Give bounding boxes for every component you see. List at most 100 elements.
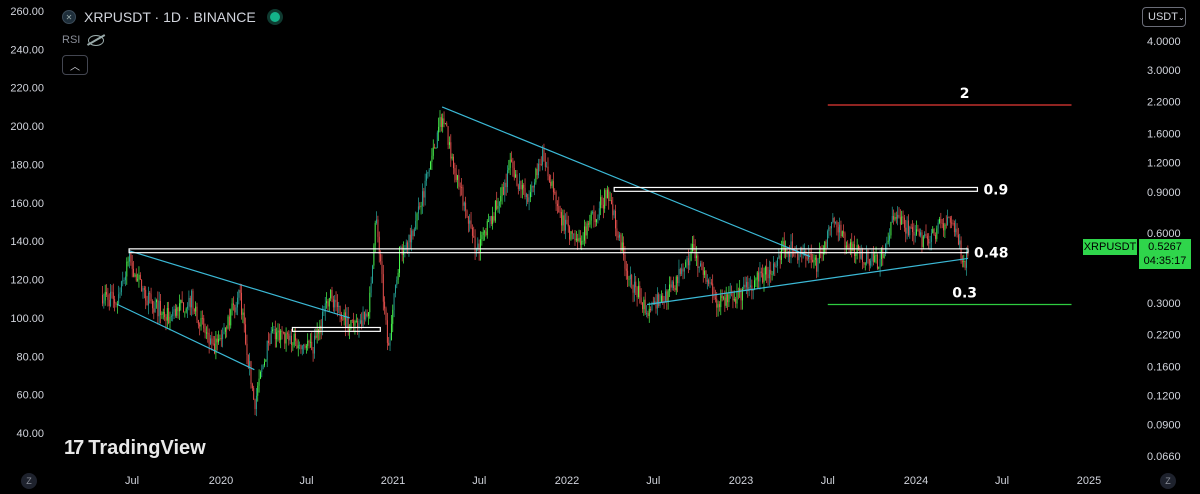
candle-body	[419, 206, 421, 208]
candle	[482, 227, 484, 242]
candle-body	[691, 244, 693, 252]
candle	[524, 178, 526, 200]
candle-body	[704, 270, 706, 275]
candle-body	[176, 307, 178, 316]
candle-body	[893, 215, 895, 220]
candle-body	[126, 261, 128, 277]
candle-body	[875, 255, 877, 256]
candle-body	[581, 240, 583, 245]
collapse-legend-button[interactable]: ︿	[62, 55, 88, 75]
trendline	[128, 250, 350, 319]
candle	[277, 323, 279, 342]
symbol-title[interactable]: XRPUSDT · 1D · BINANCE	[84, 9, 256, 25]
candle-body	[112, 292, 114, 300]
candle	[195, 301, 197, 317]
candle-body	[903, 217, 905, 228]
candle-body	[953, 222, 955, 233]
candle	[613, 209, 615, 219]
candle-body	[165, 317, 167, 321]
candle-body	[713, 294, 715, 298]
candle	[556, 200, 558, 214]
candle	[563, 209, 565, 235]
candle	[157, 291, 159, 325]
candle-body	[631, 275, 633, 285]
candle	[211, 331, 213, 351]
candle-body	[751, 285, 753, 292]
candle	[870, 258, 872, 269]
candle	[334, 294, 336, 313]
candle-body	[216, 338, 218, 343]
candle-body	[964, 260, 966, 268]
candle	[106, 284, 107, 297]
candle-body	[197, 319, 199, 325]
candle-body	[705, 270, 707, 282]
candle	[142, 285, 144, 299]
candle-body	[184, 311, 186, 313]
right-axis-tick: 1.2000	[1147, 158, 1181, 170]
candle	[910, 223, 912, 229]
candle-body	[328, 298, 330, 307]
candle	[952, 219, 954, 226]
candle	[281, 326, 283, 340]
candle-body	[872, 253, 874, 262]
indicator-legend[interactable]: RSI	[62, 34, 105, 46]
zoom-reset-right-button[interactable]: Z	[1160, 473, 1176, 489]
candle-body	[349, 329, 350, 332]
candle-body	[439, 117, 441, 127]
candle-body	[123, 280, 125, 281]
candle-body	[602, 204, 604, 209]
candle-body	[601, 197, 603, 205]
candle	[903, 214, 905, 232]
candle-body	[789, 251, 791, 257]
candle	[577, 233, 579, 250]
candle-body	[786, 248, 788, 255]
candle-body	[521, 184, 523, 190]
candle	[517, 183, 519, 195]
candle	[454, 162, 456, 183]
currency-selector[interactable]: USDT ⌄	[1142, 7, 1186, 27]
candle-body	[744, 284, 746, 288]
right-axis-tick: 0.3000	[1147, 298, 1181, 310]
candle-body	[597, 218, 599, 220]
candle-body	[120, 281, 122, 293]
candle-body	[720, 295, 722, 308]
candle-body	[504, 182, 506, 195]
candle-body	[331, 289, 333, 300]
candle-body	[562, 215, 564, 226]
candle-body	[621, 242, 623, 251]
candle	[631, 273, 633, 289]
candle	[324, 297, 326, 321]
candle-body	[469, 220, 471, 224]
candle	[123, 277, 125, 285]
candle-body	[162, 312, 164, 314]
candle	[457, 174, 458, 189]
candle-body	[949, 217, 951, 223]
candle	[234, 304, 236, 319]
candle-body	[959, 240, 961, 245]
candle-body	[158, 300, 160, 317]
candle	[964, 260, 966, 271]
candle	[694, 239, 696, 262]
candle-body	[762, 273, 764, 283]
candle	[948, 216, 950, 219]
candle-body	[889, 235, 890, 241]
candle	[193, 308, 195, 315]
candle	[470, 212, 472, 230]
candle-body	[748, 287, 750, 292]
candle	[673, 276, 674, 291]
left-axis-tick: 40.00	[16, 428, 44, 440]
candle	[604, 188, 606, 213]
hidden-eye-icon[interactable]	[88, 34, 105, 46]
candle-body	[515, 174, 517, 178]
candle	[458, 169, 460, 190]
candle	[280, 329, 282, 349]
candle-body	[188, 297, 190, 307]
candle-body	[820, 251, 822, 253]
candle	[775, 260, 777, 268]
zoom-reset-left-button[interactable]: Z	[21, 473, 37, 489]
candle-body	[835, 221, 836, 223]
candle	[705, 269, 707, 284]
candle-body	[712, 283, 714, 295]
candle	[177, 306, 179, 319]
